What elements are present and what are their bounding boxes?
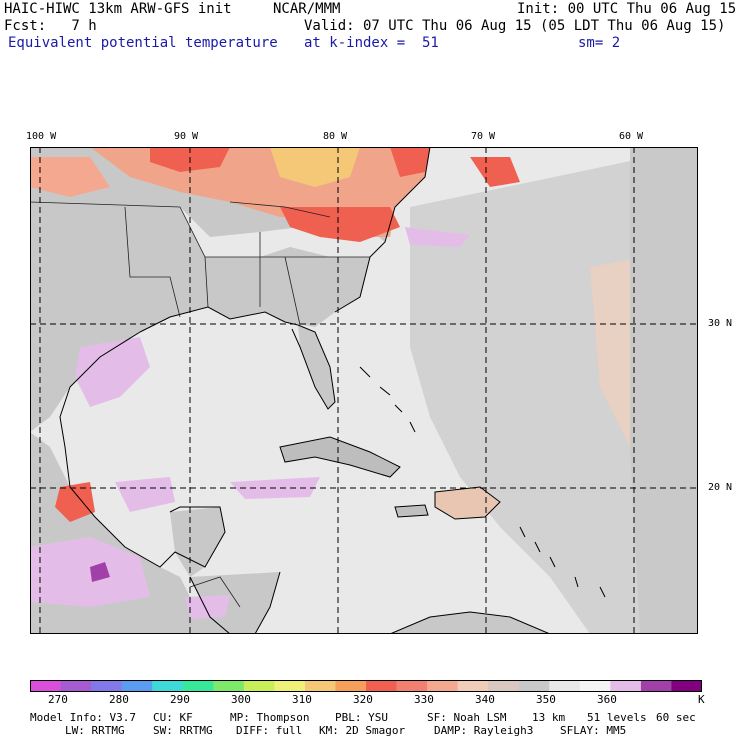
lat-label-30n: 30 N xyxy=(708,318,733,329)
cbar-tick-270: 270 xyxy=(48,693,68,706)
florida-land xyxy=(298,325,335,409)
footer-timestep: 60 sec xyxy=(656,711,696,724)
color-bar xyxy=(30,680,702,692)
lon-label-90w: 90 W xyxy=(174,131,199,142)
colorbar-swatch xyxy=(396,680,428,692)
footer-lw: LW: RRTMG xyxy=(65,724,125,737)
cbar-tick-310: 310 xyxy=(292,693,312,706)
graticule xyxy=(30,147,698,634)
hot-spot-offshore xyxy=(470,157,520,187)
colorbar-swatch xyxy=(274,680,306,692)
colorbar-swatch xyxy=(671,680,702,692)
footer-cu: CU: KF xyxy=(153,711,193,724)
gulf-states-land xyxy=(205,247,370,327)
purple-patch-pacific xyxy=(30,537,150,607)
colorbar-swatch xyxy=(182,680,214,692)
purple-patch-atlantic xyxy=(405,227,470,247)
colorbar-swatch xyxy=(335,680,367,692)
cbar-tick-290: 290 xyxy=(170,693,190,706)
east-edge-grey xyxy=(630,147,698,634)
cbar-tick-300: 300 xyxy=(231,693,251,706)
colorbar-swatch xyxy=(121,680,153,692)
colorbar-swatch xyxy=(457,680,489,692)
colorbar-swatch xyxy=(30,680,61,692)
map-frame xyxy=(30,147,698,634)
purple-patch-pacific-east xyxy=(185,595,230,619)
weather-map xyxy=(30,147,698,634)
cbar-tick-280: 280 xyxy=(109,693,129,706)
texas-land xyxy=(30,202,208,432)
cbar-unit: K xyxy=(698,693,705,706)
political-borders xyxy=(30,201,370,608)
colorbar-swatch xyxy=(152,680,184,692)
coastlines xyxy=(59,147,606,634)
footer-model-info: Model Info: V3.7 xyxy=(30,711,136,724)
colorbar-swatch xyxy=(518,680,550,692)
lon-label-100w: 100 W xyxy=(26,131,57,142)
footer-levels: 51 levels xyxy=(587,711,647,724)
footer-damp: DAMP: Rayleigh3 xyxy=(434,724,534,737)
footer-pbl: PBL: YSU xyxy=(335,711,388,724)
colorbar-swatch xyxy=(91,680,122,692)
hot-spot-virginia xyxy=(390,147,430,177)
colorbar-swatch xyxy=(549,680,581,692)
colorbar-frame xyxy=(30,680,702,692)
warm-region-plains xyxy=(30,157,110,197)
footer-mp: MP: Thompson xyxy=(230,711,310,724)
lon-label-80w: 80 W xyxy=(323,131,348,142)
lon-label-60w: 60 W xyxy=(619,131,644,142)
cbar-tick-350: 350 xyxy=(536,693,556,706)
footer-sw: SW: RRTMG xyxy=(153,724,213,737)
cbar-tick-360: 360 xyxy=(597,693,617,706)
colorbar-swatch xyxy=(610,680,642,692)
lon-label-70w: 70 W xyxy=(471,131,496,142)
hot-spot-carolina xyxy=(280,207,400,242)
colorbar-swatch xyxy=(366,680,397,692)
cbar-tick-320: 320 xyxy=(353,693,373,706)
valid-time: Valid: 07 UTC Thu 06 Aug 15 (05 LDT Thu … xyxy=(304,18,726,34)
organization: NCAR/MMM xyxy=(273,1,341,17)
footer-sf: SF: Noah LSM xyxy=(427,711,507,724)
colorbar-swatch xyxy=(213,680,245,692)
footer-km: KM: 2D Smagor xyxy=(319,724,406,737)
colorbar-swatch xyxy=(304,680,336,692)
cuba-land xyxy=(280,437,400,477)
level-info: at k-index = 51 xyxy=(304,35,439,51)
colorbar-swatch xyxy=(640,680,672,692)
purple-patch-bay-campeche xyxy=(115,477,175,512)
smoothing-info: sm= 2 xyxy=(578,35,621,51)
forecast-hour: Fcst: 7 h xyxy=(4,18,97,34)
colorbar-swatch xyxy=(243,680,275,692)
lat-label-20n: 20 N xyxy=(708,482,733,493)
yucatan-land xyxy=(170,507,225,577)
cbar-tick-330: 330 xyxy=(414,693,434,706)
field-name: Equivalent potential temperature xyxy=(8,35,278,51)
colorbar-swatch xyxy=(579,680,611,692)
footer-resolution: 13 km xyxy=(532,711,566,724)
cbar-tick-340: 340 xyxy=(475,693,495,706)
init-time: Init: 00 UTC Thu 06 Aug 15 xyxy=(517,1,737,17)
model-title: HAIC-HIWC 13km ARW-GFS init xyxy=(4,1,232,17)
footer-sflay: SFLAY: MM5 xyxy=(560,724,627,737)
jamaica-land xyxy=(395,505,428,517)
colorbar-swatch xyxy=(488,680,520,692)
footer-diff: DIFF: full xyxy=(236,724,303,737)
hispaniola-land xyxy=(435,487,500,519)
colorbar-swatch xyxy=(427,680,458,692)
purple-core-pacific xyxy=(90,562,110,582)
purple-patch-gulf-west xyxy=(75,337,150,407)
colorbar-swatch xyxy=(60,680,92,692)
hot-spot-mexico xyxy=(55,482,95,522)
